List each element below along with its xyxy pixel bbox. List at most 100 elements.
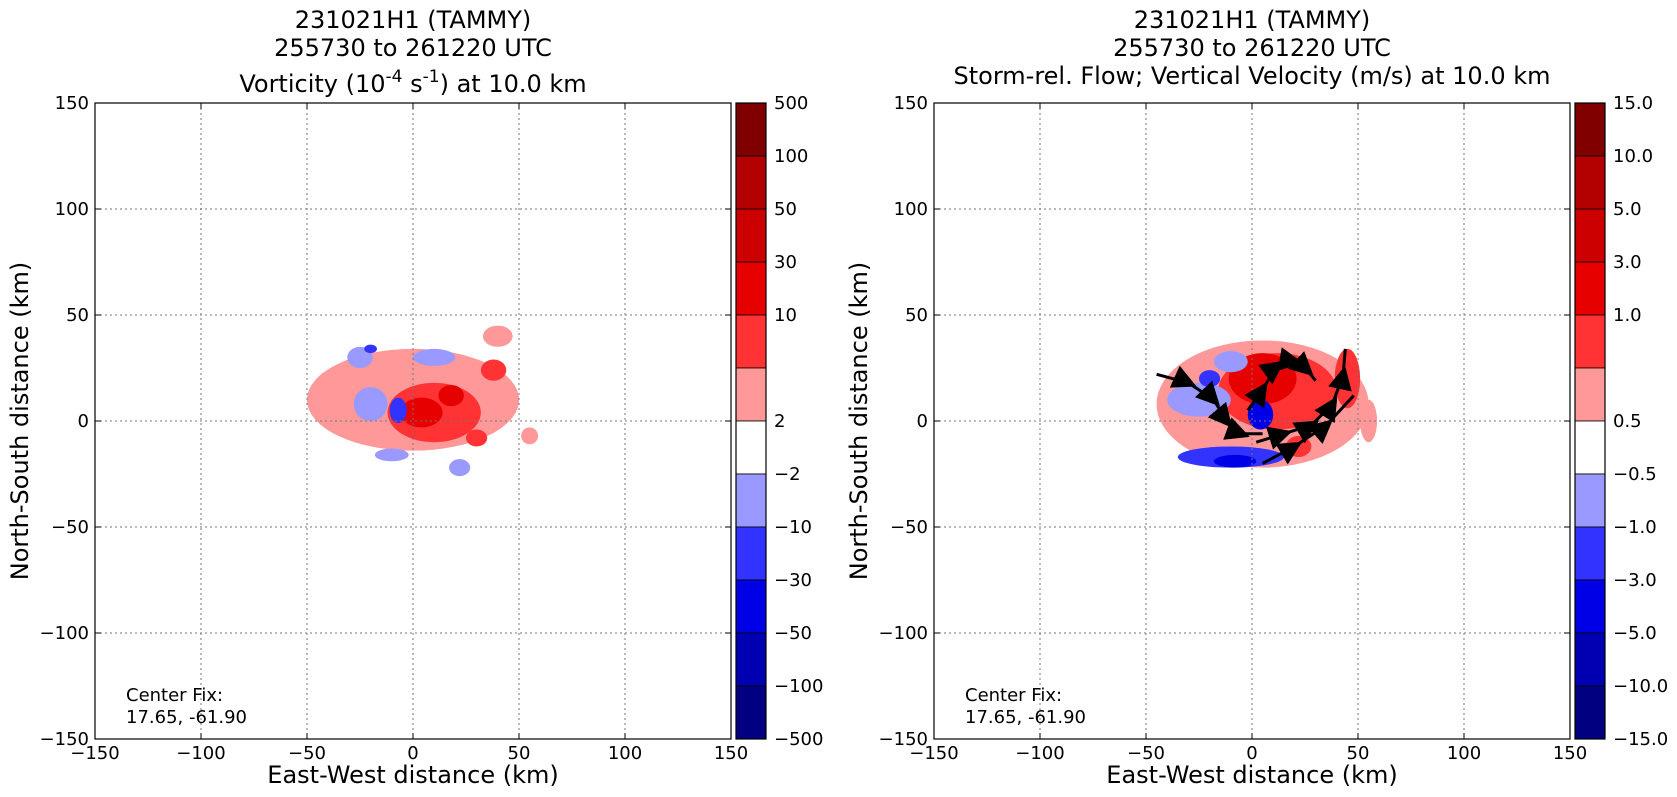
field-contour (413, 348, 456, 366)
field-contour (482, 325, 513, 347)
x-tick-label: 100 (608, 743, 642, 764)
x-tick-label: 0 (1246, 743, 1257, 764)
colorbar-band (735, 420, 767, 475)
colorbar-tick-label: −1.0 (1613, 517, 1657, 538)
y-tick-label: 0 (917, 411, 928, 432)
field-contour (466, 429, 488, 447)
colorbar-band (735, 685, 767, 740)
colorbar-band (1574, 420, 1606, 475)
colorbar-band (735, 314, 767, 369)
y-tick-label: −100 (879, 623, 928, 644)
field-contour (1213, 454, 1257, 468)
colorbar-tick-label: −10 (774, 517, 812, 538)
y-tick-label: 150 (894, 93, 928, 114)
colorbar-band (1574, 473, 1606, 528)
center-fix-annotation: 17.65, -61.90 (965, 707, 1086, 728)
colorbar-band (735, 526, 767, 581)
y-tick-label: 50 (66, 305, 89, 326)
colorbar-tick-label: −100 (774, 676, 823, 697)
y-axis-label: North-South distance (km) (6, 262, 34, 581)
field-contour (438, 384, 464, 407)
colorbar-tick-label: −30 (774, 570, 812, 591)
chart-title-line: 231021H1 (TAMMY) (295, 6, 532, 34)
field-contour (521, 427, 539, 445)
colorbar-band (1574, 155, 1606, 210)
x-axis-label: East-West distance (km) (267, 761, 558, 789)
vorticity-chart-svg: 231021H1 (TAMMY)255730 to 261220 UTC Vort… (6, 6, 823, 789)
x-tick-label: 50 (1347, 743, 1370, 764)
y-tick-label: 150 (55, 93, 89, 114)
colorbar-band (1574, 685, 1606, 740)
colorbar-tick-label: 2 (774, 411, 785, 432)
y-tick-label: 100 (894, 199, 928, 220)
x-tick-label: 100 (1447, 743, 1481, 764)
x-tick-label: −100 (176, 743, 225, 764)
colorbar-tick-label: 50 (774, 199, 797, 220)
colorbar-band (1574, 526, 1606, 581)
colorbar-tick-label: −0.5 (1613, 464, 1657, 485)
colorbar-tick-label: −3.0 (1613, 570, 1657, 591)
field-contour (1199, 370, 1221, 388)
colorbar-tick-label: −10.0 (1613, 676, 1668, 697)
streamline (1261, 394, 1355, 465)
x-tick-label: 150 (1553, 743, 1587, 764)
x-tick-label: −150 (909, 743, 958, 764)
y-tick-label: −50 (51, 517, 89, 538)
colorbar-band (1574, 314, 1606, 369)
title-superscript: -4 (386, 67, 403, 87)
chart-title-line: 255730 to 261220 UTC (1113, 34, 1391, 62)
y-tick-label: −150 (40, 729, 89, 750)
colorbar-band (735, 102, 767, 157)
center-fix-annotation: Center Fix: (126, 685, 223, 706)
field-contour (1360, 399, 1378, 443)
field-contour (353, 387, 388, 421)
field-contour (374, 448, 409, 462)
colorbar-tick-label: −15.0 (1613, 729, 1668, 750)
streamline (1156, 365, 1263, 440)
chart-title-line: Vorticity (10-4 s-1) at 10.0 km (239, 67, 586, 98)
colorbar-tick-label: 3.0 (1613, 252, 1642, 273)
colorbar-tick-label: 10.0 (1613, 146, 1653, 167)
title-superscript: -1 (423, 67, 440, 87)
colorbar-band (735, 261, 767, 316)
colorbar-band (735, 155, 767, 210)
colorbar: 500 100 50 30 10 2 −2 −10 −30 −50 −100 −500 (735, 93, 823, 750)
colorbar-tick-label: −5.0 (1613, 623, 1657, 644)
center-fix-annotation: 17.65, -61.90 (126, 707, 247, 728)
colorbar-tick-label: −500 (774, 729, 823, 750)
colorbar-tick-label: 0.5 (1613, 411, 1642, 432)
vorticity-chart: 231021H1 (TAMMY) 255730 to 261220 UTC Vort… (0, 0, 838, 797)
colorbar-band (735, 473, 767, 528)
colorbar-band (735, 632, 767, 687)
field-contour (400, 397, 443, 428)
field-contour (1213, 351, 1248, 373)
x-tick-label: 150 (714, 743, 748, 764)
chart-title-line: 255730 to 261220 UTC (274, 34, 552, 62)
colorbar-band (735, 579, 767, 634)
grid-layer (934, 103, 1570, 739)
title-segment: s (402, 70, 422, 98)
x-tick-label: −100 (1015, 743, 1064, 764)
x-tick-label: 50 (508, 743, 531, 764)
y-tick-label: 50 (905, 305, 928, 326)
x-tick-label: −50 (288, 743, 326, 764)
colorbar-band (1574, 261, 1606, 316)
colorbar-band (1574, 579, 1606, 634)
field-contour (347, 346, 373, 368)
field-contour (449, 459, 471, 477)
x-tick-label: −150 (70, 743, 119, 764)
field-contour (480, 359, 507, 381)
center-fix-annotation: Center Fix: (965, 685, 1062, 706)
colorbar-tick-label: −2 (774, 464, 801, 485)
colorbar-band (1574, 208, 1606, 263)
chart-title-line: 231021H1 (TAMMY) (1134, 6, 1371, 34)
chart-title-line: Storm-rel. Flow; Vertical Velocity (m/s)… (954, 62, 1551, 90)
colorbar-band (735, 208, 767, 263)
x-tick-label: 0 (407, 743, 418, 764)
colorbar-tick-label: 10 (774, 305, 797, 326)
colorbar-tick-label: 15.0 (1613, 93, 1653, 114)
title-segment: ) at 10.0 km (440, 70, 587, 98)
colorbar-frame (735, 102, 767, 740)
y-tick-label: −100 (40, 623, 89, 644)
y-tick-label: 100 (55, 199, 89, 220)
